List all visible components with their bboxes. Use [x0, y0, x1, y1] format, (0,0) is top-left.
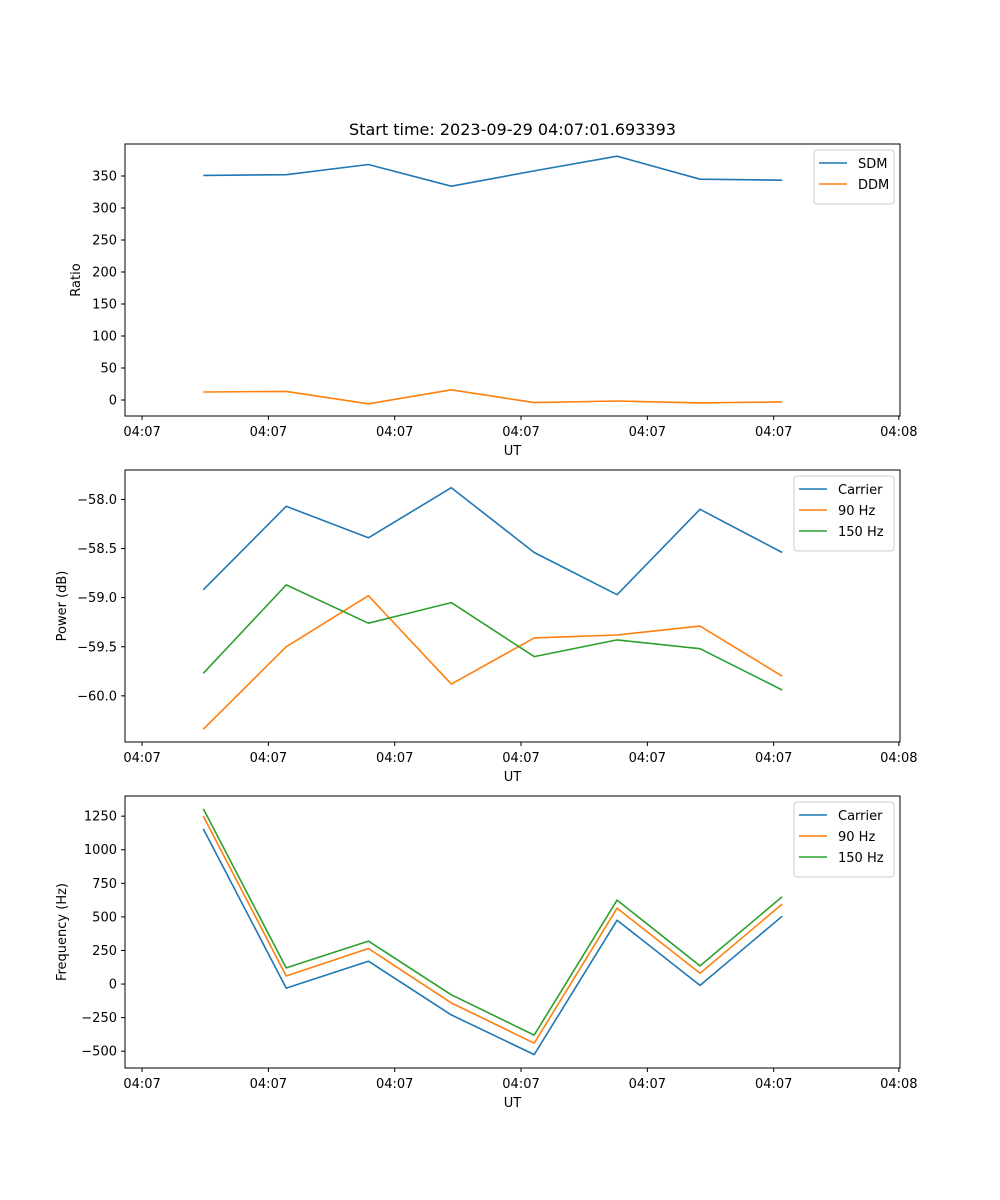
power-y-tick-label: −60.0 — [77, 689, 117, 704]
frequency-x-tick-label: 04:07 — [250, 1077, 287, 1092]
ratio-legend: SDM DDM — [813, 149, 895, 205]
frequency-series-carrier — [202, 828, 783, 1056]
power-series-150-hz — [202, 584, 783, 691]
power-axes-frame — [124, 469, 901, 743]
frequency-series-150-hz — [202, 808, 783, 1036]
ratio-y-tick-label: 50 — [100, 362, 117, 377]
ratio-series-sdm — [203, 155, 783, 187]
power-series-90-hz — [202, 594, 783, 730]
frequency-legend: Carrier 90 Hz 150 Hz — [793, 801, 895, 878]
frequency-y-tick-label: −250 — [81, 1011, 117, 1026]
ratio-x-tick-label: 04:07 — [629, 425, 666, 440]
frequency-x-tick-label: 04:07 — [376, 1077, 413, 1092]
power-x-tick-label: 04:07 — [250, 751, 287, 766]
ratio-x-tick-label: 04:07 — [502, 425, 539, 440]
power-y-tick-label: −59.0 — [77, 591, 117, 606]
frequency-panel: 04:07 04:07 04:07 04:07 04:07 04:07 04:08 −500 −… — [55, 795, 918, 1111]
frequency-y-tick-label: 1250 — [84, 810, 117, 825]
frequency-y-tick-label: 1000 — [84, 843, 117, 858]
ratio-axes-frame — [124, 143, 901, 417]
power-x-tick-label: 04:07 — [755, 751, 792, 766]
frequency-legend-label: Carrier — [838, 809, 883, 824]
power-legend: Carrier 90 Hz 150 Hz — [793, 475, 895, 552]
frequency-x-tick-label: 04:07 — [123, 1077, 160, 1092]
power-series-carrier — [202, 486, 783, 596]
ratio-y-tick-label: 100 — [92, 330, 117, 345]
power-legend-label: 150 Hz — [838, 525, 884, 540]
frequency-x-tick-label: 04:07 — [629, 1077, 666, 1092]
ratio-x-end-tick-label: 04:08 — [880, 425, 917, 440]
ratio-x-tick-label: 04:07 — [123, 425, 160, 440]
frequency-y-tick-label: 0 — [109, 978, 117, 993]
ratio-panel: 04:07 04:07 04:07 04:07 04:07 04:07 04:08 0 50 10… — [69, 143, 918, 459]
frequency-y-axis-label: Frequency (Hz) — [55, 883, 70, 981]
power-panel: 04:07 04:07 04:07 04:07 04:07 04:07 04:08 −60.0… — [55, 469, 918, 785]
chart-title: Start time: 2023-09-29 04:07:01.693393 — [349, 120, 676, 139]
ratio-y-axis-label: Ratio — [69, 263, 84, 296]
ratio-legend-label: DDM — [858, 178, 889, 193]
frequency-y-tick-label: 500 — [92, 910, 117, 925]
ratio-x-tick-label: 04:07 — [755, 425, 792, 440]
power-y-tick-label: −59.5 — [77, 640, 117, 655]
ratio-y-tick-label: 250 — [92, 234, 117, 249]
ratio-y-tick-label: 0 — [109, 394, 117, 409]
frequency-x-tick-label: 04:07 — [755, 1077, 792, 1092]
frequency-x-axis-label: UT — [504, 1096, 522, 1111]
frequency-axes-frame — [124, 795, 901, 1069]
frequency-y-tick-label: −500 — [81, 1045, 117, 1060]
ratio-legend-label: SDM — [858, 157, 887, 172]
power-x-tick-label: 04:07 — [629, 751, 666, 766]
power-legend-label: Carrier — [838, 483, 883, 498]
frequency-legend-label: 90 Hz — [838, 830, 875, 845]
power-x-tick-label: 04:07 — [123, 751, 160, 766]
frequency-series-90-hz — [202, 815, 783, 1044]
ratio-x-axis-label: UT — [504, 444, 522, 459]
ratio-y-tick-label: 300 — [92, 202, 117, 217]
ratio-y-tick-label: 350 — [92, 170, 117, 185]
power-x-tick-label: 04:07 — [376, 751, 413, 766]
frequency-x-tick-label: 04:07 — [502, 1077, 539, 1092]
power-x-end-tick-label: 04:08 — [880, 751, 917, 766]
ratio-x-tick-label: 04:07 — [376, 425, 413, 440]
ratio-x-tick-label: 04:07 — [250, 425, 287, 440]
power-legend-label: 90 Hz — [838, 504, 875, 519]
power-y-tick-label: −58.0 — [77, 493, 117, 508]
ratio-series-ddm — [203, 388, 783, 405]
frequency-legend-label: 150 Hz — [838, 851, 884, 866]
power-legend-box — [793, 475, 895, 552]
power-y-tick-label: −58.5 — [77, 542, 117, 557]
ratio-y-tick-label: 200 — [92, 266, 117, 281]
frequency-y-tick-label: 750 — [92, 877, 117, 892]
ratio-y-tick-label: 150 — [92, 298, 117, 313]
power-x-axis-label: UT — [504, 770, 522, 785]
frequency-x-end-tick-label: 04:08 — [880, 1077, 917, 1092]
frequency-y-tick-label: 250 — [92, 944, 117, 959]
power-x-tick-label: 04:07 — [502, 751, 539, 766]
frequency-legend-box — [793, 801, 895, 878]
power-y-axis-label: Power (dB) — [55, 571, 70, 642]
